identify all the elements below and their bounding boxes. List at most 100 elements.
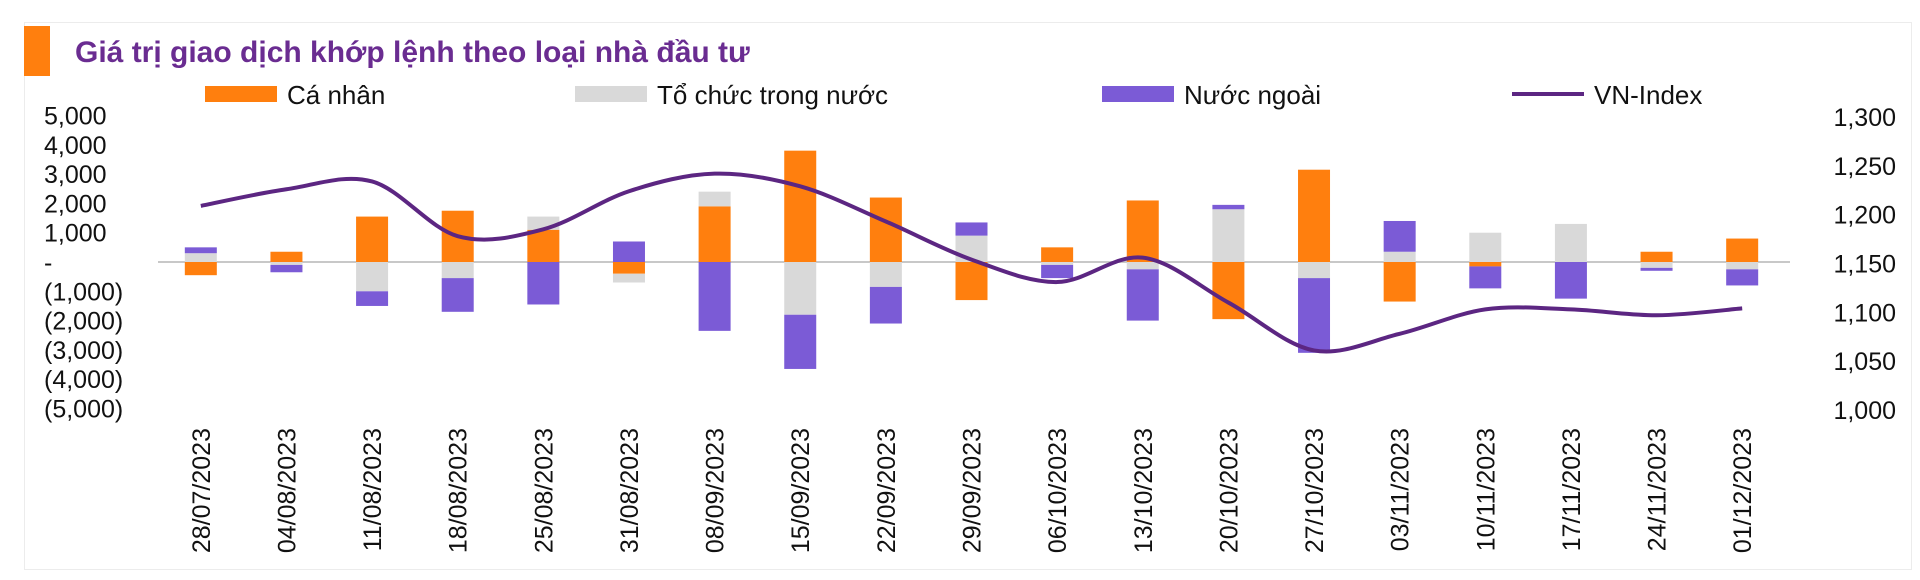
left-tick-label: (1,000) bbox=[44, 278, 123, 306]
left-tick-label: (4,000) bbox=[44, 366, 123, 394]
x-tick-label: 20/10/2023 bbox=[1215, 428, 1243, 553]
x-tick-label: 25/08/2023 bbox=[530, 428, 558, 553]
x-tick-label: 13/10/2023 bbox=[1130, 428, 1158, 553]
bar-nuoc-ngoai bbox=[1554, 262, 1587, 299]
bar-ca-nhan bbox=[270, 251, 303, 262]
bars bbox=[184, 150, 1759, 369]
legend-swatch-0 bbox=[205, 86, 277, 102]
bar-nuoc-ngoai bbox=[356, 291, 389, 306]
x-tick-label: 01/12/2023 bbox=[1729, 428, 1757, 553]
bar-to-chuc-trong-nuoc bbox=[869, 262, 902, 287]
right-axis-ticks: 1,300 1,250 1,200 1,150 1,100 1,050 1,000 bbox=[1833, 104, 1896, 425]
bar-ca-nhan bbox=[784, 150, 817, 262]
bar-ca-nhan bbox=[1726, 238, 1759, 262]
bar-to-chuc-trong-nuoc bbox=[1041, 262, 1074, 265]
right-tick-label: 1,150 bbox=[1833, 251, 1896, 279]
x-tick-label: 31/08/2023 bbox=[616, 428, 644, 553]
x-tick-label: 17/11/2023 bbox=[1558, 428, 1586, 551]
bar-to-chuc-trong-nuoc bbox=[184, 253, 217, 262]
title-accent-bar bbox=[24, 26, 50, 76]
chart-frame bbox=[24, 22, 1912, 570]
bar-nuoc-ngoai bbox=[1383, 220, 1416, 252]
right-tick-label: 1,200 bbox=[1833, 202, 1896, 230]
x-tick-label: 29/09/2023 bbox=[959, 428, 987, 553]
bar-ca-nhan bbox=[1126, 200, 1159, 262]
chart-title: Giá trị giao dịch khớp lệnh theo loại nh… bbox=[75, 36, 750, 69]
bar-nuoc-ngoai bbox=[527, 262, 560, 305]
bar-to-chuc-trong-nuoc bbox=[1383, 251, 1416, 262]
right-tick-label: 1,250 bbox=[1833, 153, 1896, 181]
bar-to-chuc-trong-nuoc bbox=[356, 262, 389, 292]
bar-nuoc-ngoai bbox=[869, 286, 902, 324]
x-tick-label: 03/11/2023 bbox=[1387, 428, 1415, 551]
bar-to-chuc-trong-nuoc bbox=[1554, 223, 1587, 262]
legend-swatch-1 bbox=[575, 86, 647, 102]
bar-to-chuc-trong-nuoc bbox=[1212, 209, 1245, 262]
bar-to-chuc-trong-nuoc bbox=[1726, 262, 1759, 270]
bar-ca-nhan bbox=[1298, 169, 1331, 262]
left-tick-label: 2,000 bbox=[44, 190, 107, 218]
bar-nuoc-ngoai bbox=[784, 314, 817, 369]
x-tick-label: 11/08/2023 bbox=[359, 428, 387, 551]
bar-nuoc-ngoai bbox=[1298, 278, 1331, 353]
bar-ca-nhan bbox=[1041, 247, 1074, 262]
x-axis-ticks: 28/07/2023 04/08/2023 11/08/2023 18/08/2023… bbox=[188, 428, 1757, 553]
bar-nuoc-ngoai bbox=[270, 264, 303, 273]
bar-to-chuc-trong-nuoc bbox=[441, 262, 474, 279]
x-tick-label: 04/08/2023 bbox=[273, 428, 301, 553]
bar-nuoc-ngoai bbox=[612, 241, 645, 262]
bar-to-chuc-trong-nuoc bbox=[698, 191, 731, 207]
vn-index-line bbox=[200, 171, 1743, 354]
bar-nuoc-ngoai bbox=[1212, 204, 1245, 210]
bar-ca-nhan bbox=[1640, 251, 1673, 262]
bar-to-chuc-trong-nuoc bbox=[784, 262, 817, 315]
bar-to-chuc-trong-nuoc bbox=[1298, 262, 1331, 279]
left-tick-label: 3,000 bbox=[44, 161, 107, 189]
left-tick-label: 1,000 bbox=[44, 220, 107, 248]
x-tick-label: 22/09/2023 bbox=[873, 428, 901, 553]
bar-ca-nhan bbox=[869, 197, 902, 262]
bar-ca-nhan bbox=[1469, 262, 1502, 267]
legend: Cá nhân Tổ chức trong nước Nước ngoài VN-In… bbox=[205, 80, 1702, 110]
bar-nuoc-ngoai bbox=[441, 278, 474, 312]
x-tick-label: 08/09/2023 bbox=[702, 428, 730, 553]
left-tick-label: - bbox=[44, 249, 52, 277]
bar-to-chuc-trong-nuoc bbox=[1126, 262, 1159, 270]
left-tick-label: (2,000) bbox=[44, 308, 123, 336]
bar-ca-nhan bbox=[698, 206, 731, 262]
bar-to-chuc-trong-nuoc bbox=[1640, 262, 1673, 268]
bar-nuoc-ngoai bbox=[955, 222, 988, 236]
legend-label-2: Nước ngoài bbox=[1184, 80, 1321, 110]
x-tick-label: 27/10/2023 bbox=[1301, 428, 1329, 553]
left-tick-label: (5,000) bbox=[44, 396, 123, 424]
bar-ca-nhan bbox=[356, 216, 389, 262]
bar-nuoc-ngoai bbox=[1469, 266, 1502, 289]
right-tick-label: 1,000 bbox=[1833, 397, 1896, 425]
bar-nuoc-ngoai bbox=[698, 262, 731, 331]
legend-label-3: VN-Index bbox=[1594, 80, 1702, 110]
right-tick-label: 1,100 bbox=[1833, 299, 1896, 327]
bar-nuoc-ngoai bbox=[1041, 264, 1074, 279]
bar-nuoc-ngoai bbox=[1726, 269, 1759, 286]
left-tick-label: 5,000 bbox=[44, 103, 107, 131]
bar-to-chuc-trong-nuoc bbox=[1469, 232, 1502, 262]
x-tick-label: 28/07/2023 bbox=[188, 428, 216, 553]
x-tick-label: 15/09/2023 bbox=[787, 428, 815, 553]
x-tick-label: 18/08/2023 bbox=[445, 428, 473, 553]
bar-ca-nhan bbox=[527, 229, 560, 262]
bar-ca-nhan bbox=[184, 262, 217, 276]
bar-to-chuc-trong-nuoc bbox=[270, 262, 303, 265]
bar-nuoc-ngoai bbox=[184, 247, 217, 254]
bar-ca-nhan bbox=[1383, 262, 1416, 302]
left-axis-ticks: 5,0004,0003,0002,0001,000-(1,000)(2,000)… bbox=[44, 103, 123, 424]
x-tick-label: 10/11/2023 bbox=[1472, 428, 1500, 551]
bar-nuoc-ngoai bbox=[1126, 269, 1159, 321]
right-tick-label: 1,050 bbox=[1833, 348, 1896, 376]
bar-ca-nhan bbox=[612, 262, 645, 274]
legend-label-1: Tổ chức trong nước bbox=[657, 80, 888, 110]
bar-to-chuc-trong-nuoc bbox=[612, 273, 645, 283]
bar-nuoc-ngoai bbox=[1640, 267, 1673, 271]
bar-ca-nhan bbox=[955, 262, 988, 301]
x-tick-label: 24/11/2023 bbox=[1644, 428, 1672, 551]
